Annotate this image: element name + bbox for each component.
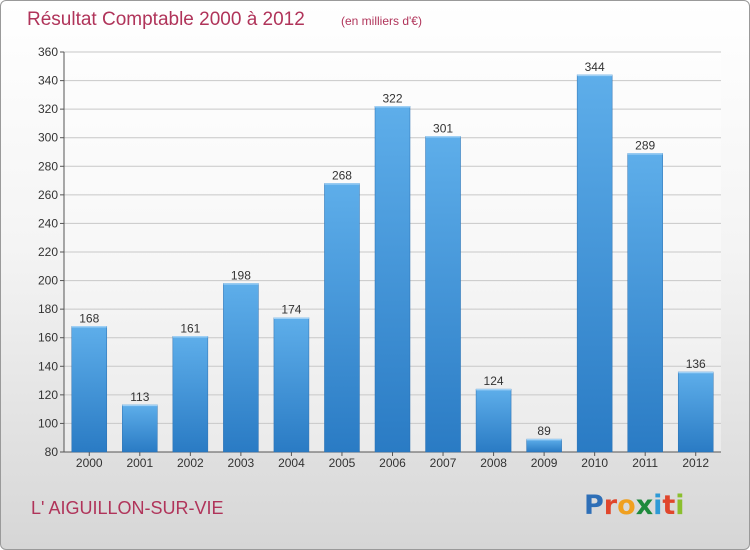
x-tick-label: 2000 [76,456,103,470]
y-tick-label: 100 [38,416,58,430]
bar-2007 [425,136,461,453]
x-tick-label: 2006 [379,456,406,470]
x-tick-label: 2009 [531,456,558,470]
logo-letter: x [635,490,654,521]
bar-2006 [374,106,411,453]
bar-2008 [475,388,512,453]
data-label: 289 [635,138,655,152]
logo-letter: P [584,490,604,521]
chart-title: Résultat Comptable 2000 à 2012 [27,9,305,30]
x-tick-label: 2001 [126,456,153,470]
y-tick-label: 320 [38,102,58,116]
bar-2001 [122,404,158,453]
y-tick-label: 300 [38,131,58,145]
x-tick-label: 2011 [632,456,658,470]
bar-2005 [324,183,360,453]
bar-2010 [576,74,613,453]
y-tick-label: 120 [38,388,58,402]
proxiti-logo: Proxiti [584,490,685,521]
bar-2012 [677,371,714,453]
data-label: 268 [332,168,352,182]
data-label: 344 [585,60,605,74]
data-label: 198 [231,268,251,282]
bar-2000 [71,326,108,453]
x-tick-label: 2004 [278,456,305,470]
x-tick-label: 2002 [177,456,204,470]
axes: 80 100 120 140 160 180 200 220 240 260 280 300 320 34… [38,45,721,470]
bar-2011 [627,153,663,453]
y-tick-label: 340 [38,74,58,88]
y-tick-label: 140 [38,359,58,373]
logo-letter: r [603,490,618,521]
bar-2002 [172,336,209,453]
data-label: 161 [180,321,200,335]
y-tick-label: 220 [38,245,58,259]
x-tick-label: 2007 [430,456,457,470]
chart-subtitle: (en milliers d'€) [341,14,422,28]
y-tick-label: 200 [38,274,58,288]
data-labels: 168 113 161 198 174 268 322 301 124 89 344 289 136 [79,60,706,438]
bar-2009 [526,438,562,453]
data-label: 89 [537,424,551,438]
data-label: 124 [484,374,504,388]
y-tick-label: 360 [38,45,58,59]
x-tick-label: 2003 [228,456,255,470]
commune-name: L' AIGUILLON-SUR-VIE [31,498,224,518]
logo-letter: i [675,490,685,521]
y-tick-label: 280 [38,159,58,173]
logo-letter: i [653,490,663,521]
y-tick-label: 260 [38,188,58,202]
data-label: 113 [130,390,149,404]
x-tick-label: 2010 [581,456,608,470]
bar-2004 [273,317,310,453]
data-label: 322 [382,91,402,105]
bar-2003 [223,283,259,453]
data-label: 301 [433,121,453,135]
x-tick-label: 2005 [329,456,356,470]
x-tick-label: 2008 [480,456,507,470]
logo-letter: o [617,490,636,521]
y-tick-label: 160 [38,331,58,345]
data-label: 174 [281,303,301,317]
logo-letter: t [662,490,676,521]
data-label: 136 [686,357,706,371]
y-tick-label: 240 [38,216,58,230]
y-tick-label: 80 [45,445,59,459]
x-tick-label: 2012 [682,456,709,470]
bars [71,74,714,453]
y-tick-label: 180 [38,302,58,316]
data-label: 168 [79,311,99,325]
